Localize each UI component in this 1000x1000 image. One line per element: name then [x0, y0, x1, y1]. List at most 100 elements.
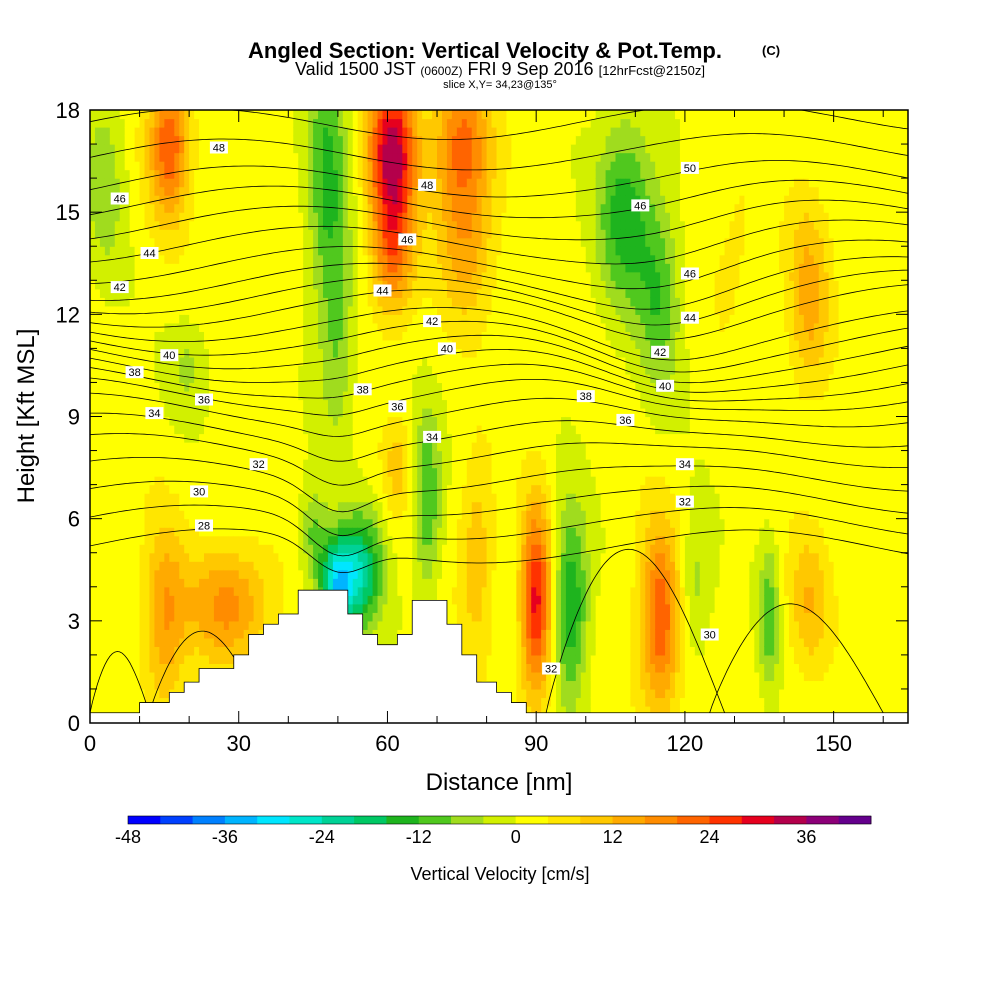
velocity-cell: [427, 390, 433, 401]
velocity-cell: [327, 305, 334, 315]
velocity-cell: [129, 561, 136, 571]
velocity-cell: [372, 561, 379, 571]
velocity-cell: [323, 331, 329, 341]
velocity-cell: [243, 212, 250, 222]
velocity-cell: [427, 382, 433, 392]
velocity-cell: [164, 578, 170, 588]
velocity-cell: [134, 663, 141, 673]
velocity-cell: [99, 220, 106, 230]
velocity-cell: [382, 220, 389, 230]
velocity-cell: [407, 484, 413, 494]
velocity-cell: [179, 373, 185, 384]
velocity-cell: [223, 442, 230, 452]
velocity-cell: [337, 178, 344, 188]
velocity-cell: [124, 442, 131, 452]
velocity-cell: [407, 373, 413, 384]
velocity-cell: [283, 322, 289, 332]
velocity-cell: [124, 527, 131, 537]
velocity-cell: [263, 586, 270, 596]
velocity-cell: [427, 510, 433, 520]
velocity-cell: [402, 203, 408, 213]
velocity-cell: [303, 348, 309, 358]
velocity-cell: [238, 544, 245, 554]
velocity-cell: [367, 297, 374, 307]
velocity-cell: [372, 152, 379, 162]
velocity-cell: [412, 314, 418, 324]
velocity-cell: [109, 110, 116, 120]
velocity-cell: [248, 629, 255, 639]
velocity-cell: [149, 680, 156, 690]
velocity-cell: [327, 365, 334, 375]
velocity-cell: [298, 382, 304, 392]
velocity-cell: [204, 586, 210, 596]
velocity-cell: [318, 493, 324, 503]
velocity-cell: [382, 450, 389, 460]
velocity-cell: [412, 297, 418, 307]
velocity-cell: [273, 518, 279, 528]
velocity-cell: [233, 484, 240, 494]
velocity-cell: [184, 280, 190, 290]
velocity-cell: [243, 518, 250, 528]
velocity-cell: [199, 603, 205, 613]
velocity-cell: [288, 603, 294, 613]
velocity-cell: [159, 544, 165, 554]
velocity-cell: [184, 169, 190, 179]
velocity-cell: [323, 161, 329, 171]
velocity-cell: [432, 586, 438, 596]
velocity-cell: [194, 263, 200, 273]
velocity-cell: [90, 178, 96, 188]
velocity-cell: [268, 382, 275, 392]
velocity-cell: [159, 356, 165, 367]
velocity-cell: [94, 110, 101, 120]
velocity-cell: [347, 280, 354, 290]
velocity-cell: [332, 322, 339, 332]
velocity-cell: [342, 322, 349, 332]
velocity-cell: [124, 612, 131, 622]
velocity-cell: [293, 161, 299, 171]
velocity-cell: [318, 348, 324, 358]
velocity-cell: [184, 663, 190, 673]
velocity-cell: [268, 127, 275, 137]
velocity-cell: [397, 356, 403, 367]
velocity-cell: [367, 339, 374, 349]
velocity-cell: [109, 654, 116, 664]
velocity-cell: [144, 178, 151, 188]
velocity-cell: [298, 178, 304, 188]
velocity-cell: [362, 493, 369, 503]
velocity-cell: [134, 135, 141, 145]
velocity-cell: [268, 535, 275, 545]
velocity-cell: [218, 433, 225, 443]
velocity-cell: [223, 450, 230, 460]
velocity-cell: [134, 399, 141, 409]
velocity-cell: [318, 152, 324, 162]
velocity-cell: [164, 535, 170, 545]
velocity-cell: [218, 442, 225, 452]
velocity-cell: [164, 629, 170, 639]
velocity-cell: [283, 195, 289, 205]
velocity-cell: [367, 203, 374, 213]
velocity-cell: [223, 118, 230, 128]
velocity-cell: [208, 220, 215, 230]
velocity-cell: [119, 544, 126, 554]
velocity-cell: [90, 654, 96, 664]
velocity-cell: [213, 535, 220, 545]
velocity-cell: [347, 459, 354, 469]
velocity-cell: [303, 544, 309, 554]
velocity-cell: [114, 127, 121, 137]
velocity-cell: [109, 680, 116, 690]
velocity-cell: [243, 144, 250, 154]
velocity-cell: [293, 118, 299, 128]
velocity-cell: [347, 322, 354, 332]
velocity-cell: [233, 348, 240, 358]
velocity-cell: [412, 348, 418, 358]
velocity-cell: [392, 510, 398, 520]
velocity-cell: [204, 578, 210, 588]
velocity-cell: [99, 663, 106, 673]
velocity-cell: [263, 561, 270, 571]
velocity-cell: [124, 212, 131, 222]
velocity-cell: [288, 220, 294, 230]
velocity-cell: [332, 229, 339, 239]
velocity-cell: [417, 493, 423, 503]
velocity-cell: [258, 373, 265, 384]
velocity-cell: [228, 305, 235, 315]
